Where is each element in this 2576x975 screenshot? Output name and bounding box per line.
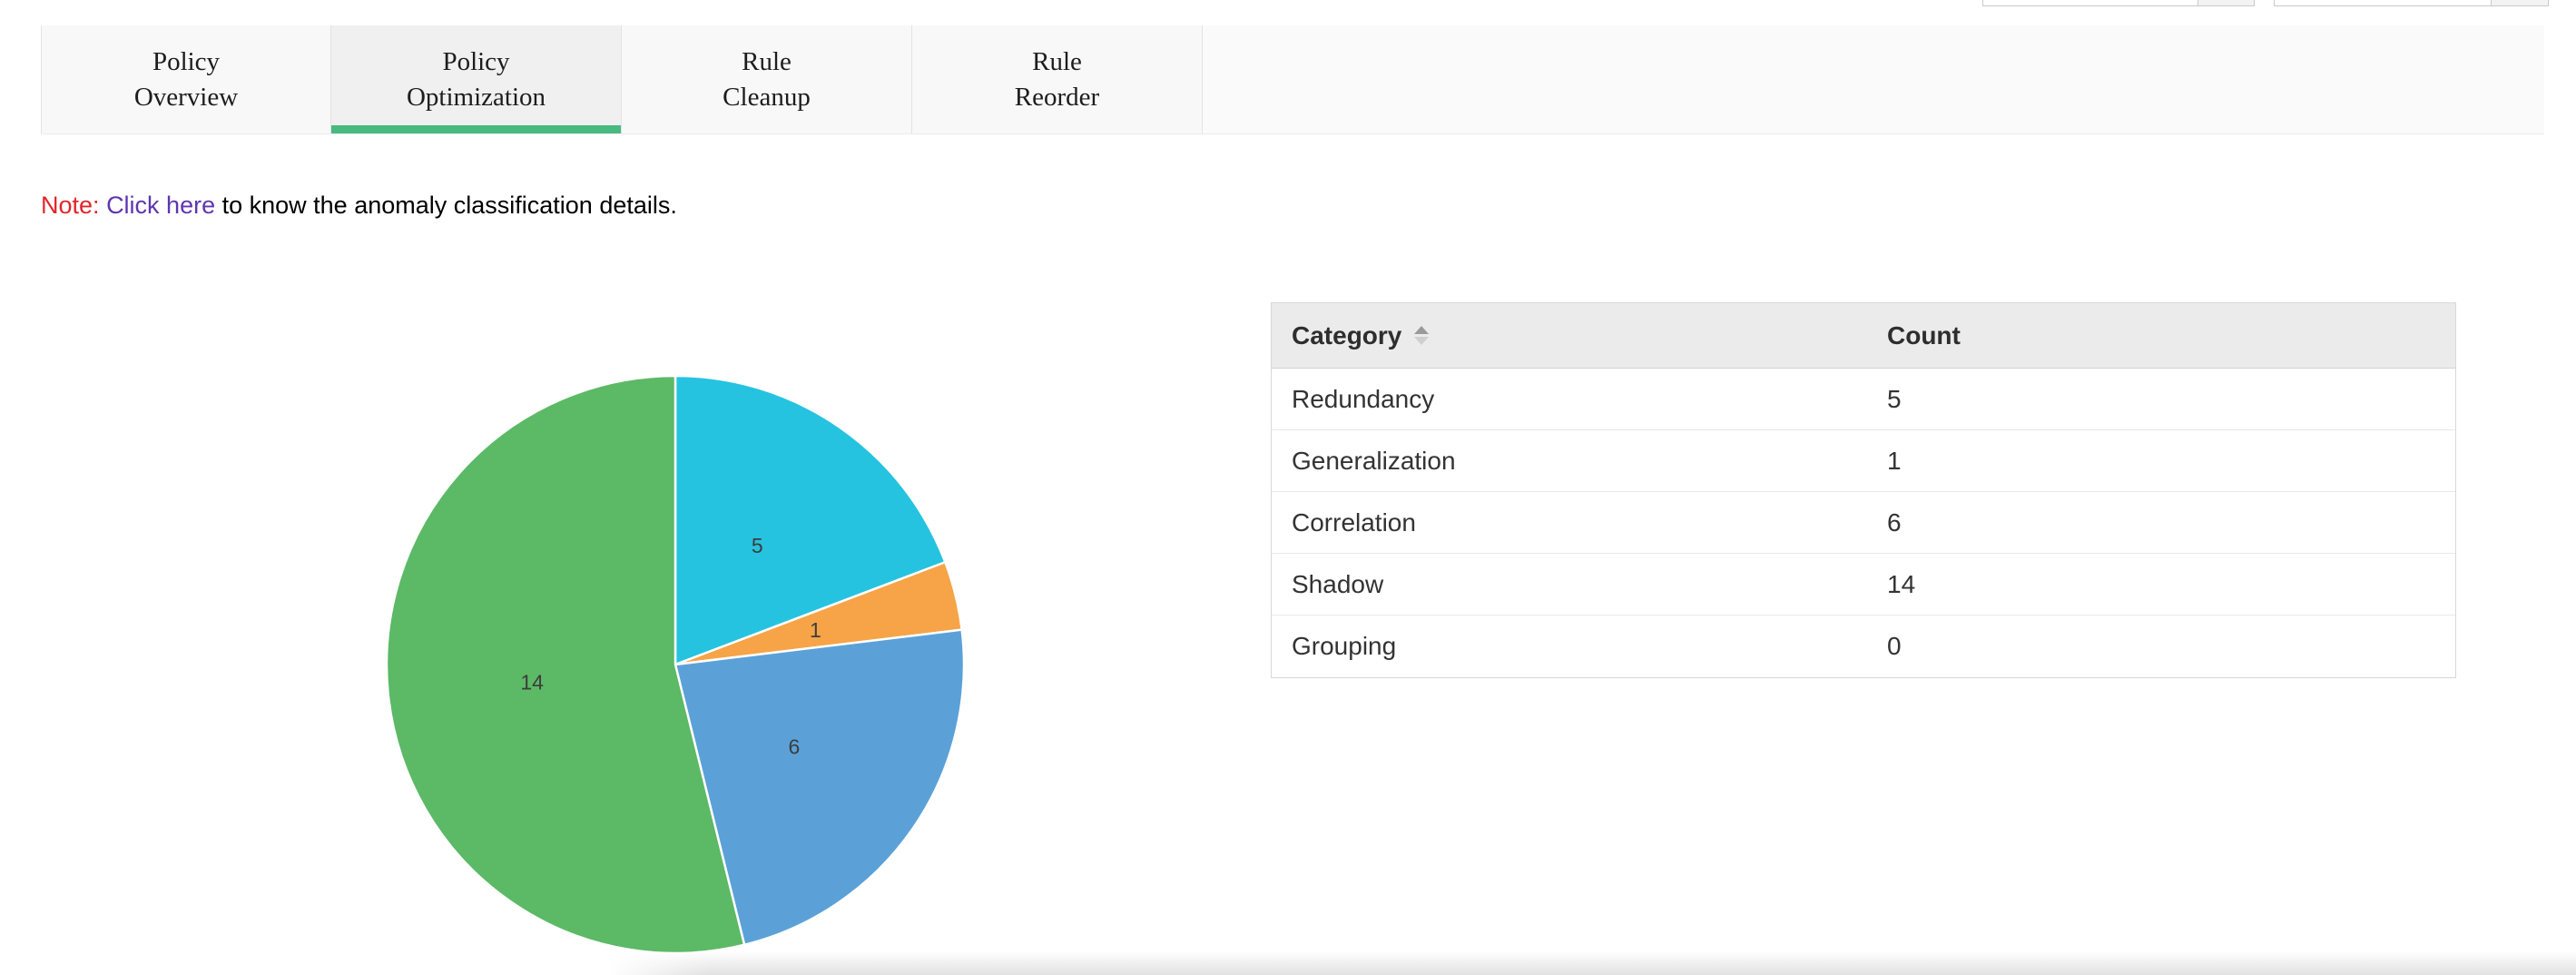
anomaly-pie-chart: 5 1 6 14 (383, 372, 968, 957)
column-header-label: Category (1292, 320, 1402, 350)
note-prefix: Note: (41, 192, 100, 219)
pie-chart-svg: 5 1 6 14 (385, 374, 966, 955)
tab-policy-optimization[interactable]: Policy Optimization (331, 25, 622, 133)
dropdown-button-part[interactable] (2197, 0, 2254, 5)
pie-slice-label: 6 (789, 734, 801, 758)
tab-bar: Policy Overview Policy Optimization Rule… (41, 25, 2544, 134)
anomaly-category-table: Category Count Redundancy 5 Generalizati… (1271, 302, 2456, 678)
tab-label: Policy Optimization (406, 46, 546, 112)
tab-rule-cleanup[interactable]: Rule Cleanup (622, 25, 912, 133)
cell-category: Generalization (1292, 446, 1456, 475)
cropped-dropdown-2[interactable] (2274, 0, 2549, 6)
pie-slice-correlation[interactable] (673, 628, 966, 947)
anomaly-details-link[interactable]: Click here (106, 192, 216, 219)
tab-policy-overview[interactable]: Policy Overview (41, 25, 331, 133)
column-header-label: Count (1887, 320, 1961, 350)
tab-label: Rule Cleanup (723, 46, 811, 112)
cell-count: 14 (1887, 569, 1916, 598)
pie-slice-shadow[interactable] (385, 374, 746, 955)
pie-slice-label: 1 (810, 618, 821, 642)
sort-desc-arrow-icon (1414, 337, 1430, 345)
column-header-category[interactable]: Category (1272, 321, 1887, 350)
table-row: Grouping 0 (1272, 616, 2455, 677)
table-row: Generalization 1 (1272, 430, 2455, 492)
cell-category: Correlation (1292, 507, 1416, 537)
tab-label: Policy Overview (133, 46, 239, 112)
cell-category: Grouping (1292, 632, 1397, 660)
table-header-row: Category Count (1272, 303, 2455, 369)
cell-count: 6 (1887, 507, 1902, 537)
active-tab-underline (331, 125, 621, 133)
pie-slice-label: 14 (520, 670, 544, 694)
table-row: Correlation 6 (1272, 492, 2455, 554)
column-header-count: Count (1887, 321, 2455, 350)
cell-category: Redundancy (1292, 384, 1435, 413)
cropped-dropdown-1[interactable] (1982, 0, 2255, 6)
cell-category: Shadow (1292, 569, 1384, 598)
bottom-panel-shadow (608, 951, 2576, 975)
sort-icon[interactable] (1414, 326, 1430, 345)
cell-count: 0 (1887, 632, 1902, 660)
tab-label: Rule Reorder (1014, 46, 1100, 112)
pie-slice-label: 5 (752, 534, 763, 557)
cell-count: 5 (1887, 384, 1902, 413)
note-line: Note: Click here to know the anomaly cla… (41, 189, 677, 222)
note-suffix: to know the anomaly classification detai… (215, 192, 677, 219)
dropdown-button-part[interactable] (2491, 0, 2548, 5)
pie-slice-redundancy[interactable] (673, 374, 947, 666)
table-row: Redundancy 5 (1272, 369, 2455, 430)
table-row: Shadow 14 (1272, 554, 2455, 616)
tab-rule-reorder[interactable]: Rule Reorder (912, 25, 1203, 133)
sort-asc-arrow-icon (1414, 326, 1430, 334)
cell-count: 1 (1887, 446, 1902, 475)
